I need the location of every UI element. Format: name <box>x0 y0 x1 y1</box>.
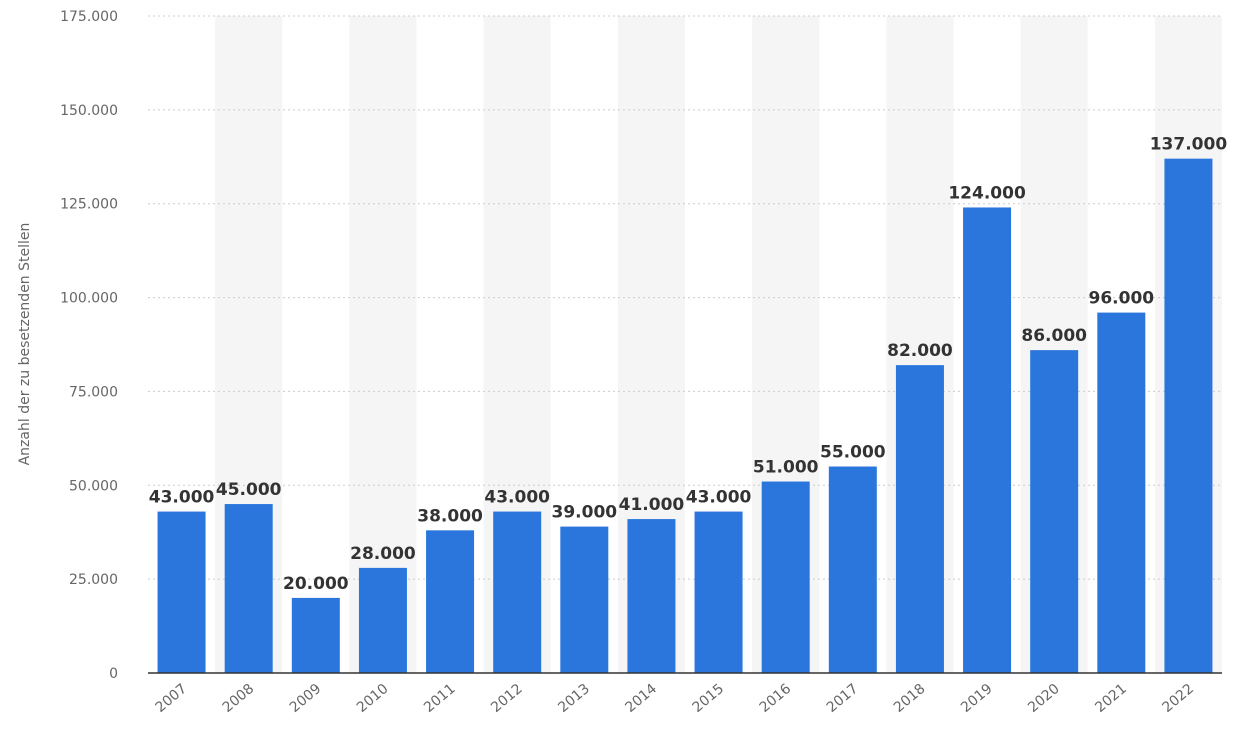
bar <box>963 207 1012 673</box>
x-tick-label: 2015 <box>690 681 728 716</box>
y-tick-label: 125.000 <box>60 197 118 213</box>
data-label: 96.000 <box>1089 289 1155 309</box>
x-tick-label: 2022 <box>1159 681 1197 716</box>
bar <box>493 511 542 673</box>
bar <box>358 567 407 673</box>
y-tick-label: 100.000 <box>60 291 118 307</box>
data-label: 137.000 <box>1150 135 1228 155</box>
bar <box>224 504 273 673</box>
bar <box>426 530 475 673</box>
x-tick-label: 2020 <box>1025 681 1063 716</box>
x-tick-label: 2019 <box>958 681 996 716</box>
bar <box>828 466 877 673</box>
x-tick-label: 2014 <box>622 681 660 716</box>
data-label: 39.000 <box>552 503 618 523</box>
y-tick-label: 0 <box>109 666 118 682</box>
x-tick-label: 2012 <box>488 681 526 716</box>
data-label: 43.000 <box>686 488 752 508</box>
bar <box>291 597 340 673</box>
data-label: 86.000 <box>1021 326 1087 346</box>
bar <box>1164 158 1213 674</box>
x-tick-label: 2010 <box>354 681 392 716</box>
x-tick-label: 2016 <box>757 681 795 716</box>
data-label: 28.000 <box>350 544 416 564</box>
y-axis-ticks: 0 25.000 50.000 75.000 100.000 125.000 150.000… <box>60 9 118 682</box>
y-tick-label: 150.000 <box>60 103 118 119</box>
background-band <box>349 16 417 673</box>
data-label: 43.000 <box>149 488 215 508</box>
y-tick-label: 175.000 <box>60 9 118 25</box>
y-tick-label: 50.000 <box>69 478 118 494</box>
bar <box>1097 312 1146 673</box>
bar <box>627 519 676 673</box>
bar <box>761 481 810 673</box>
x-tick-label: 2007 <box>153 681 191 716</box>
y-tick-label: 25.000 <box>69 572 118 588</box>
data-label: 41.000 <box>619 495 685 515</box>
data-label: 20.000 <box>283 574 349 594</box>
y-axis-label: Anzahl der zu besetzenden Stellen <box>17 223 33 466</box>
bar <box>157 511 206 673</box>
data-label: 45.000 <box>216 480 282 500</box>
bars <box>157 158 1213 674</box>
data-label: 51.000 <box>753 458 819 478</box>
bar <box>694 511 743 673</box>
x-axis-ticks: 2007 2008 2009 2010 2011 2012 2013 2014 2015 2016… <box>153 681 1197 716</box>
bar <box>895 365 944 673</box>
x-tick-label: 2017 <box>824 681 862 716</box>
data-label: 124.000 <box>948 183 1026 203</box>
x-tick-label: 2011 <box>421 681 459 716</box>
x-tick-label: 2018 <box>891 681 929 716</box>
y-tick-label: 75.000 <box>69 384 118 400</box>
data-label: 38.000 <box>417 506 483 526</box>
x-tick-label: 2013 <box>555 681 593 716</box>
data-label: 82.000 <box>887 341 953 361</box>
data-labels: 43.000 45.00020.00028.00038.00043.00039.0… <box>149 135 1228 594</box>
bar <box>560 526 609 673</box>
x-tick-label: 2009 <box>287 681 325 716</box>
data-label: 43.000 <box>484 488 550 508</box>
data-label: 55.000 <box>820 443 886 463</box>
bar <box>1030 350 1079 673</box>
x-tick-label: 2021 <box>1092 681 1130 716</box>
x-tick-label: 2008 <box>220 681 258 716</box>
